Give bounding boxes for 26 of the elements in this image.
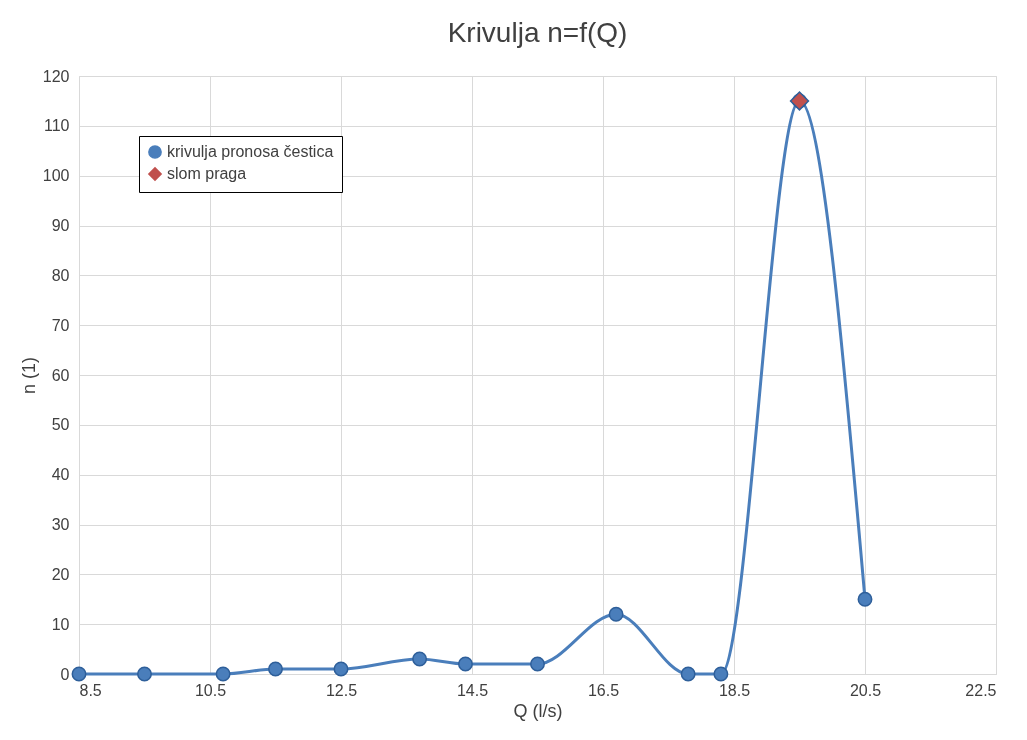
x-axis-title: Q (l/s) — [513, 700, 563, 721]
y-tick-label: 70 — [51, 316, 70, 334]
x-tick-label: 22.5 — [965, 681, 997, 699]
y-tick-label: 50 — [51, 416, 70, 434]
y-tick-label: 10 — [51, 615, 70, 633]
y-tick-label: 20 — [51, 565, 70, 583]
chart-title: Krivulja n=f(Q) — [447, 17, 628, 48]
y-tick-label: 40 — [51, 466, 70, 484]
x-tick-label: 8.5 — [79, 681, 102, 699]
y-tick-label: 80 — [51, 266, 70, 284]
x-tick-label: 20.5 — [849, 681, 882, 699]
y-tick-label: 0 — [60, 665, 70, 683]
x-tick-label: 12.5 — [325, 681, 358, 699]
x-tick-label: 14.5 — [456, 681, 489, 699]
x-tick-label: 10.5 — [194, 681, 227, 699]
y-tick-label: 110 — [43, 117, 70, 135]
legend-label: krivulja pronosa čestica — [167, 143, 334, 160]
y-tick-label: 90 — [51, 217, 70, 234]
y-axis-title: n (1) — [18, 356, 39, 395]
legend-label: slom praga — [167, 165, 247, 182]
x-tick-label: 16.5 — [587, 681, 620, 699]
y-tick-label: 60 — [51, 366, 70, 384]
x-tick-label: 18.5 — [718, 681, 751, 699]
y-tick-label: 100 — [42, 167, 70, 185]
y-tick-label: 30 — [51, 516, 70, 533]
y-tick-label: 120 — [42, 67, 70, 85]
